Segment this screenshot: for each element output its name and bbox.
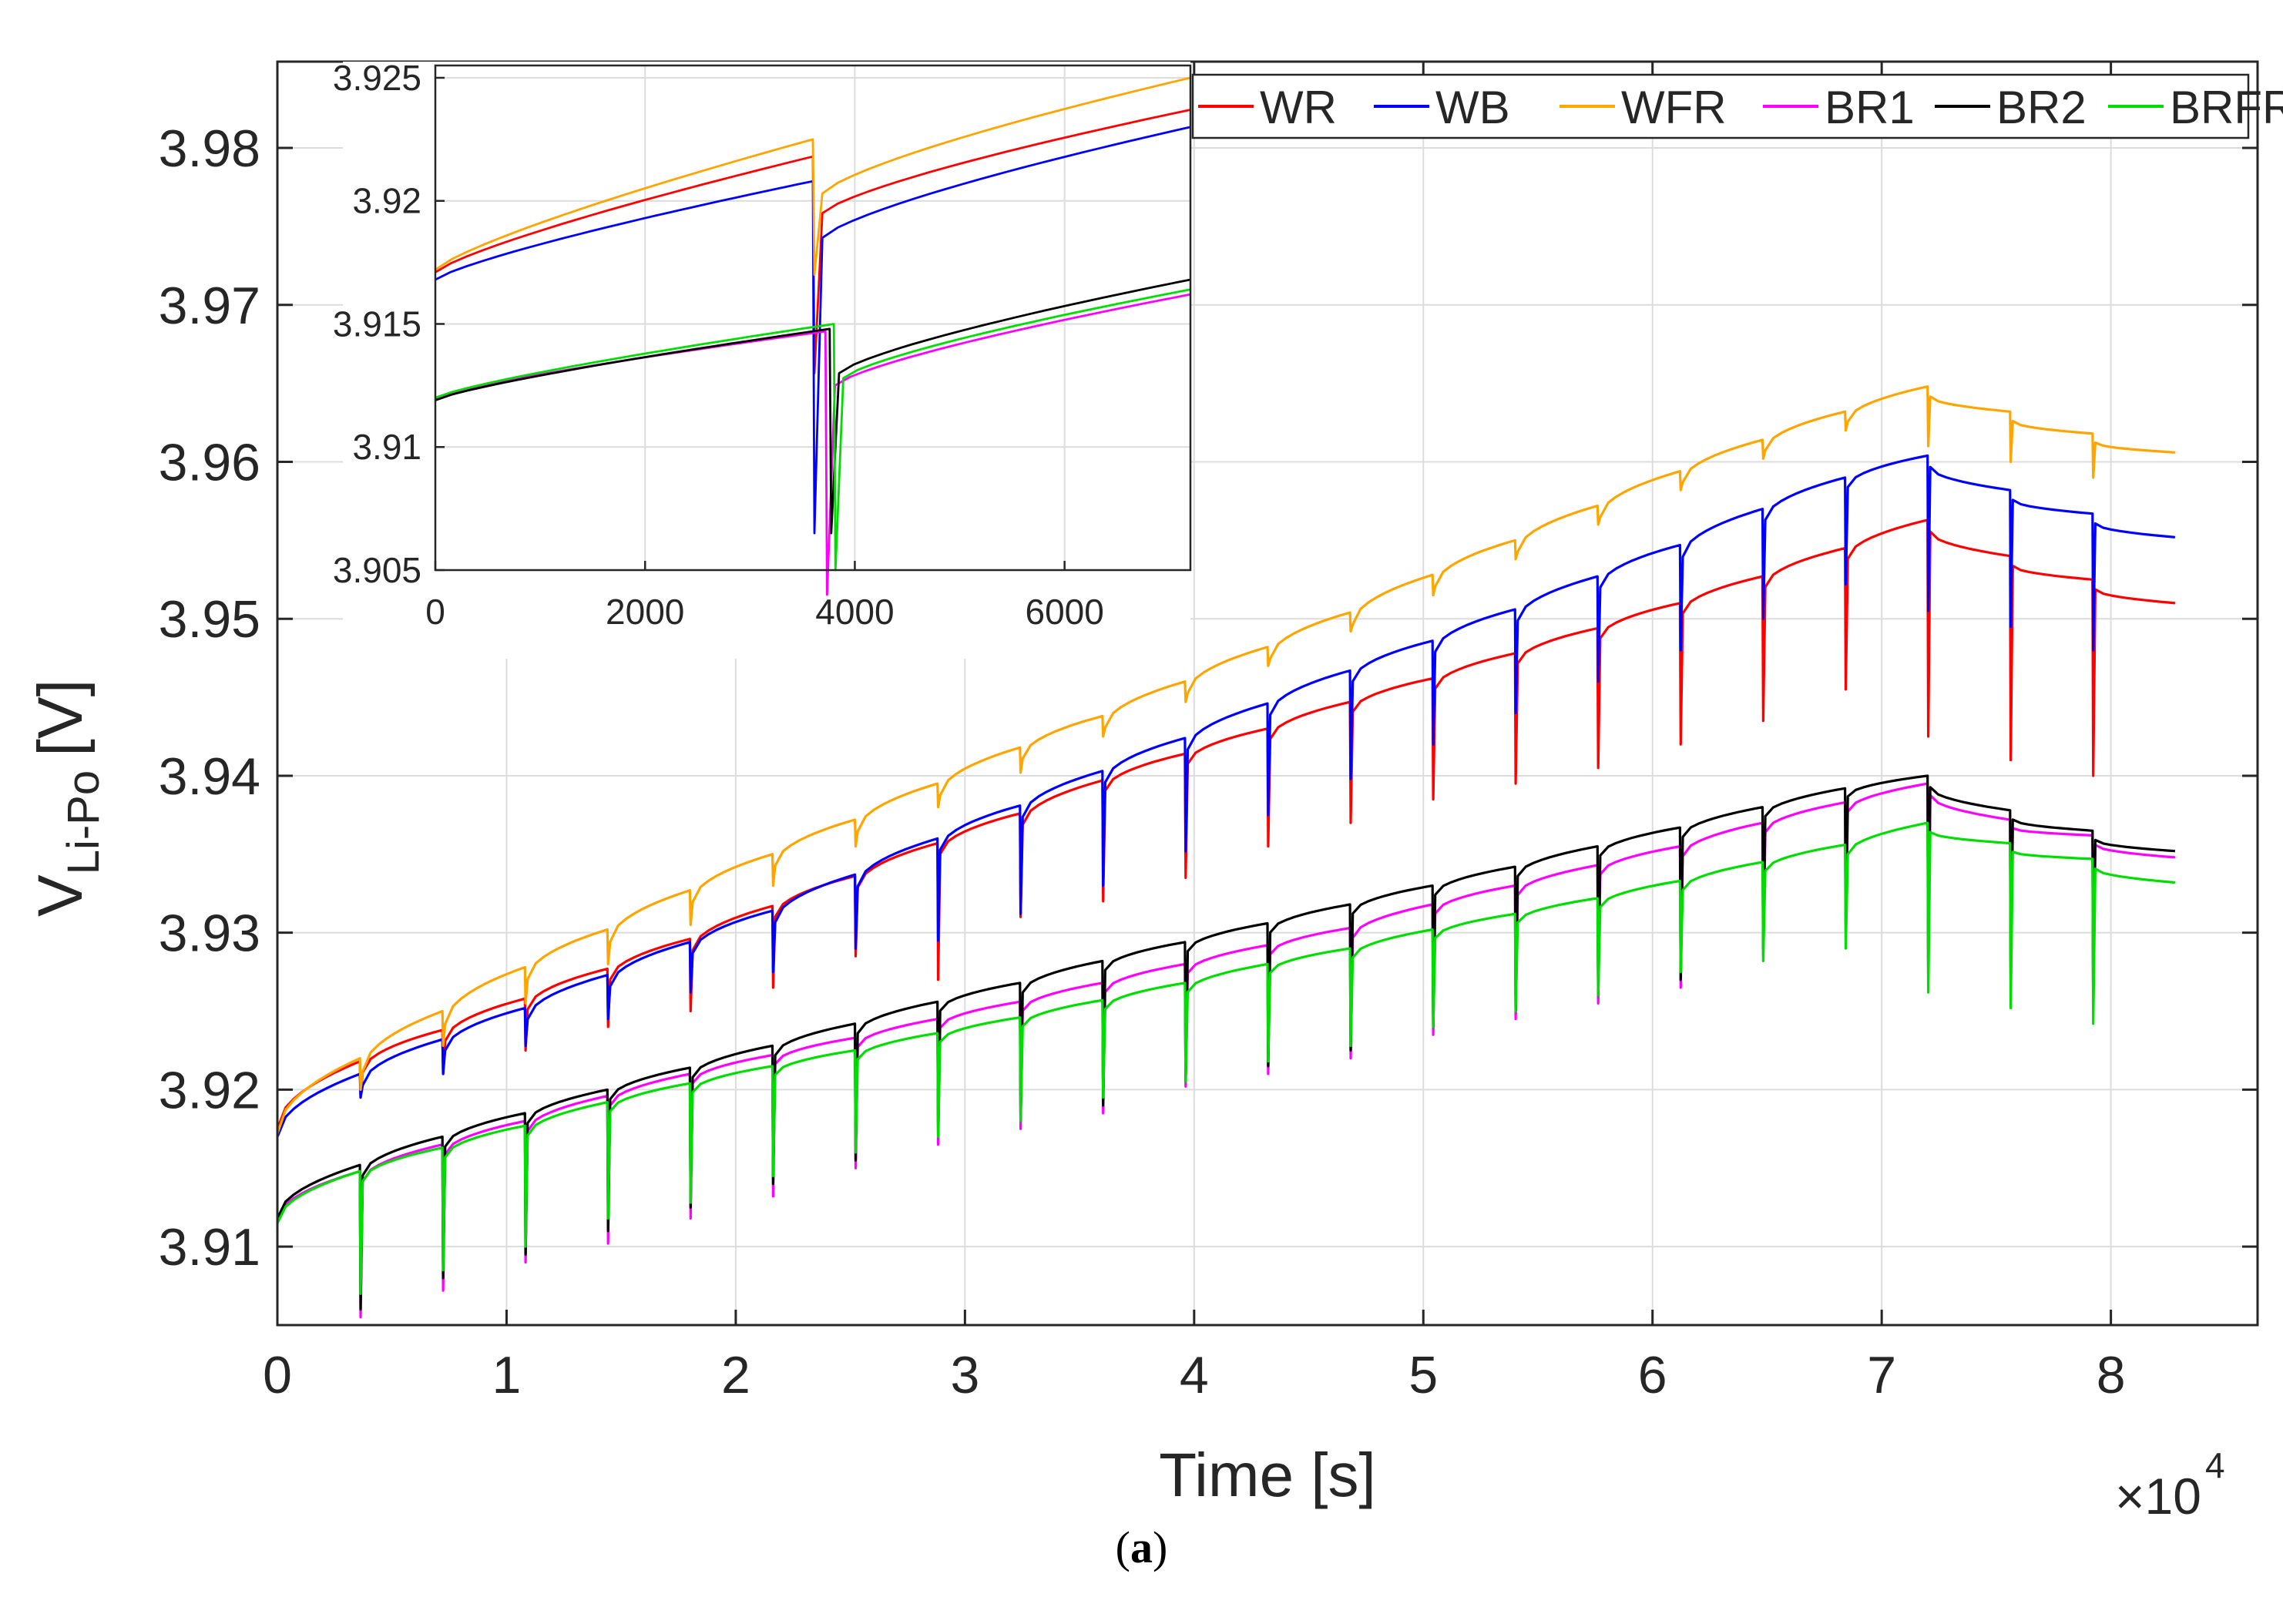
main-y-tick-labels: 3.91 3.92 3.93 3.94 3.95 3.96 3.97 3.98: [159, 119, 260, 1277]
series-line-wb: [276, 454, 2176, 1138]
inset-y-tick-label: 3.91: [352, 427, 421, 467]
legend-box: [1191, 73, 2250, 139]
figure-caption: (a): [0, 1522, 2283, 1573]
series-line-wfr: [276, 385, 2176, 1135]
main-x-tick-label: 1: [492, 1346, 522, 1404]
inset-plot: 0 2000 4000 6000 3.905 3.91 3.915 3.92 3.925: [333, 58, 1192, 659]
inset-ticks: [434, 76, 1066, 572]
main-y-tick-label: 3.92: [159, 1061, 260, 1119]
main-x-tick-label: 6: [1638, 1346, 1667, 1404]
x-axis-title: Time [s]: [1159, 1441, 1375, 1509]
main-x-tick-label: 2: [721, 1346, 750, 1404]
main-x-tick-label: 8: [2097, 1346, 2126, 1404]
main-y-tick-label: 3.91: [159, 1218, 260, 1277]
legend-label-brfr: BRFR: [2170, 82, 2283, 133]
main-x-tick-label: 5: [1408, 1346, 1438, 1404]
legend-label-br2: BR2: [1996, 82, 2087, 133]
x-multiplier: ×10 4: [2115, 1445, 2225, 1525]
inset-y-tick-label: 3.905: [333, 550, 421, 590]
series-line-br2: [276, 774, 2176, 1311]
inset-x-tick-label: 4000: [815, 592, 894, 632]
inset-axes-box: [434, 64, 1192, 572]
inset-series-line-wb: [435, 126, 1191, 535]
inset-x-tick-label: 2000: [606, 592, 684, 632]
x-multiplier-exponent: 4: [2205, 1445, 2225, 1485]
caption-close: ): [1153, 1522, 1168, 1572]
y-axis-title-unit: [V]: [25, 679, 96, 757]
y-axis-title-main: V: [25, 874, 96, 917]
main-x-tick-label: 7: [1867, 1346, 1896, 1404]
inset-y-tick-label: 3.925: [333, 58, 421, 98]
main-y-tick-label: 3.93: [159, 904, 260, 963]
main-y-tick-label: 3.98: [159, 119, 260, 178]
inset-x-tick-label: 0: [425, 592, 445, 632]
legend-label-wfr: WFR: [1621, 82, 1727, 133]
inset-y-tick-labels: 3.905 3.91 3.915 3.92 3.925: [333, 58, 421, 590]
caption-letter: a: [1130, 1522, 1153, 1572]
inset-y-tick-label: 3.915: [333, 304, 421, 344]
series-line-br1: [276, 782, 2176, 1319]
series-line-wr: [276, 518, 2176, 1129]
inset-series-lines: [435, 76, 1191, 596]
inset-series-line-wfr: [435, 76, 1191, 276]
legend-label-br1: BR1: [1825, 82, 1915, 133]
main-axes-box: [276, 60, 2259, 1327]
main-x-tick-label: 0: [263, 1346, 292, 1404]
inset-series-line-br2: [435, 278, 1191, 535]
x-multiplier-base: ×10: [2115, 1468, 2201, 1525]
main-x-tick-label: 3: [950, 1346, 979, 1404]
svg-text:VLi-Po[V]: VLi-Po [V]: [25, 679, 109, 917]
main-x-tick-label: 4: [1180, 1346, 1209, 1404]
y-axis-label: VLi-Po [V]: [25, 679, 109, 917]
legend-label-wb: WB: [1435, 82, 1510, 133]
main-x-tick-labels: 0 1 2 3 4 5 6 7 8: [263, 1346, 2125, 1404]
inset-x-tick-labels: 0 2000 4000 6000: [425, 592, 1104, 632]
main-y-tick-label: 3.97: [159, 277, 260, 335]
caption-open: (: [1115, 1522, 1130, 1572]
main-y-tick-label: 3.95: [159, 590, 260, 649]
legend: WR WB WFR BR1 BR2 BRFR: [1191, 73, 2283, 139]
inset-y-tick-label: 3.92: [352, 181, 421, 221]
y-axis-title-subscript: Li-Po: [59, 770, 109, 874]
series-line-brfr: [276, 821, 2176, 1295]
legend-label-wr: WR: [1260, 82, 1337, 133]
inset-x-tick-label: 6000: [1025, 592, 1103, 632]
main-y-tick-label: 3.94: [159, 747, 260, 806]
x-axis-label: Time [s]: [1159, 1441, 1375, 1509]
main-series-lines: [276, 385, 2176, 1319]
main-y-tick-label: 3.96: [159, 434, 260, 492]
